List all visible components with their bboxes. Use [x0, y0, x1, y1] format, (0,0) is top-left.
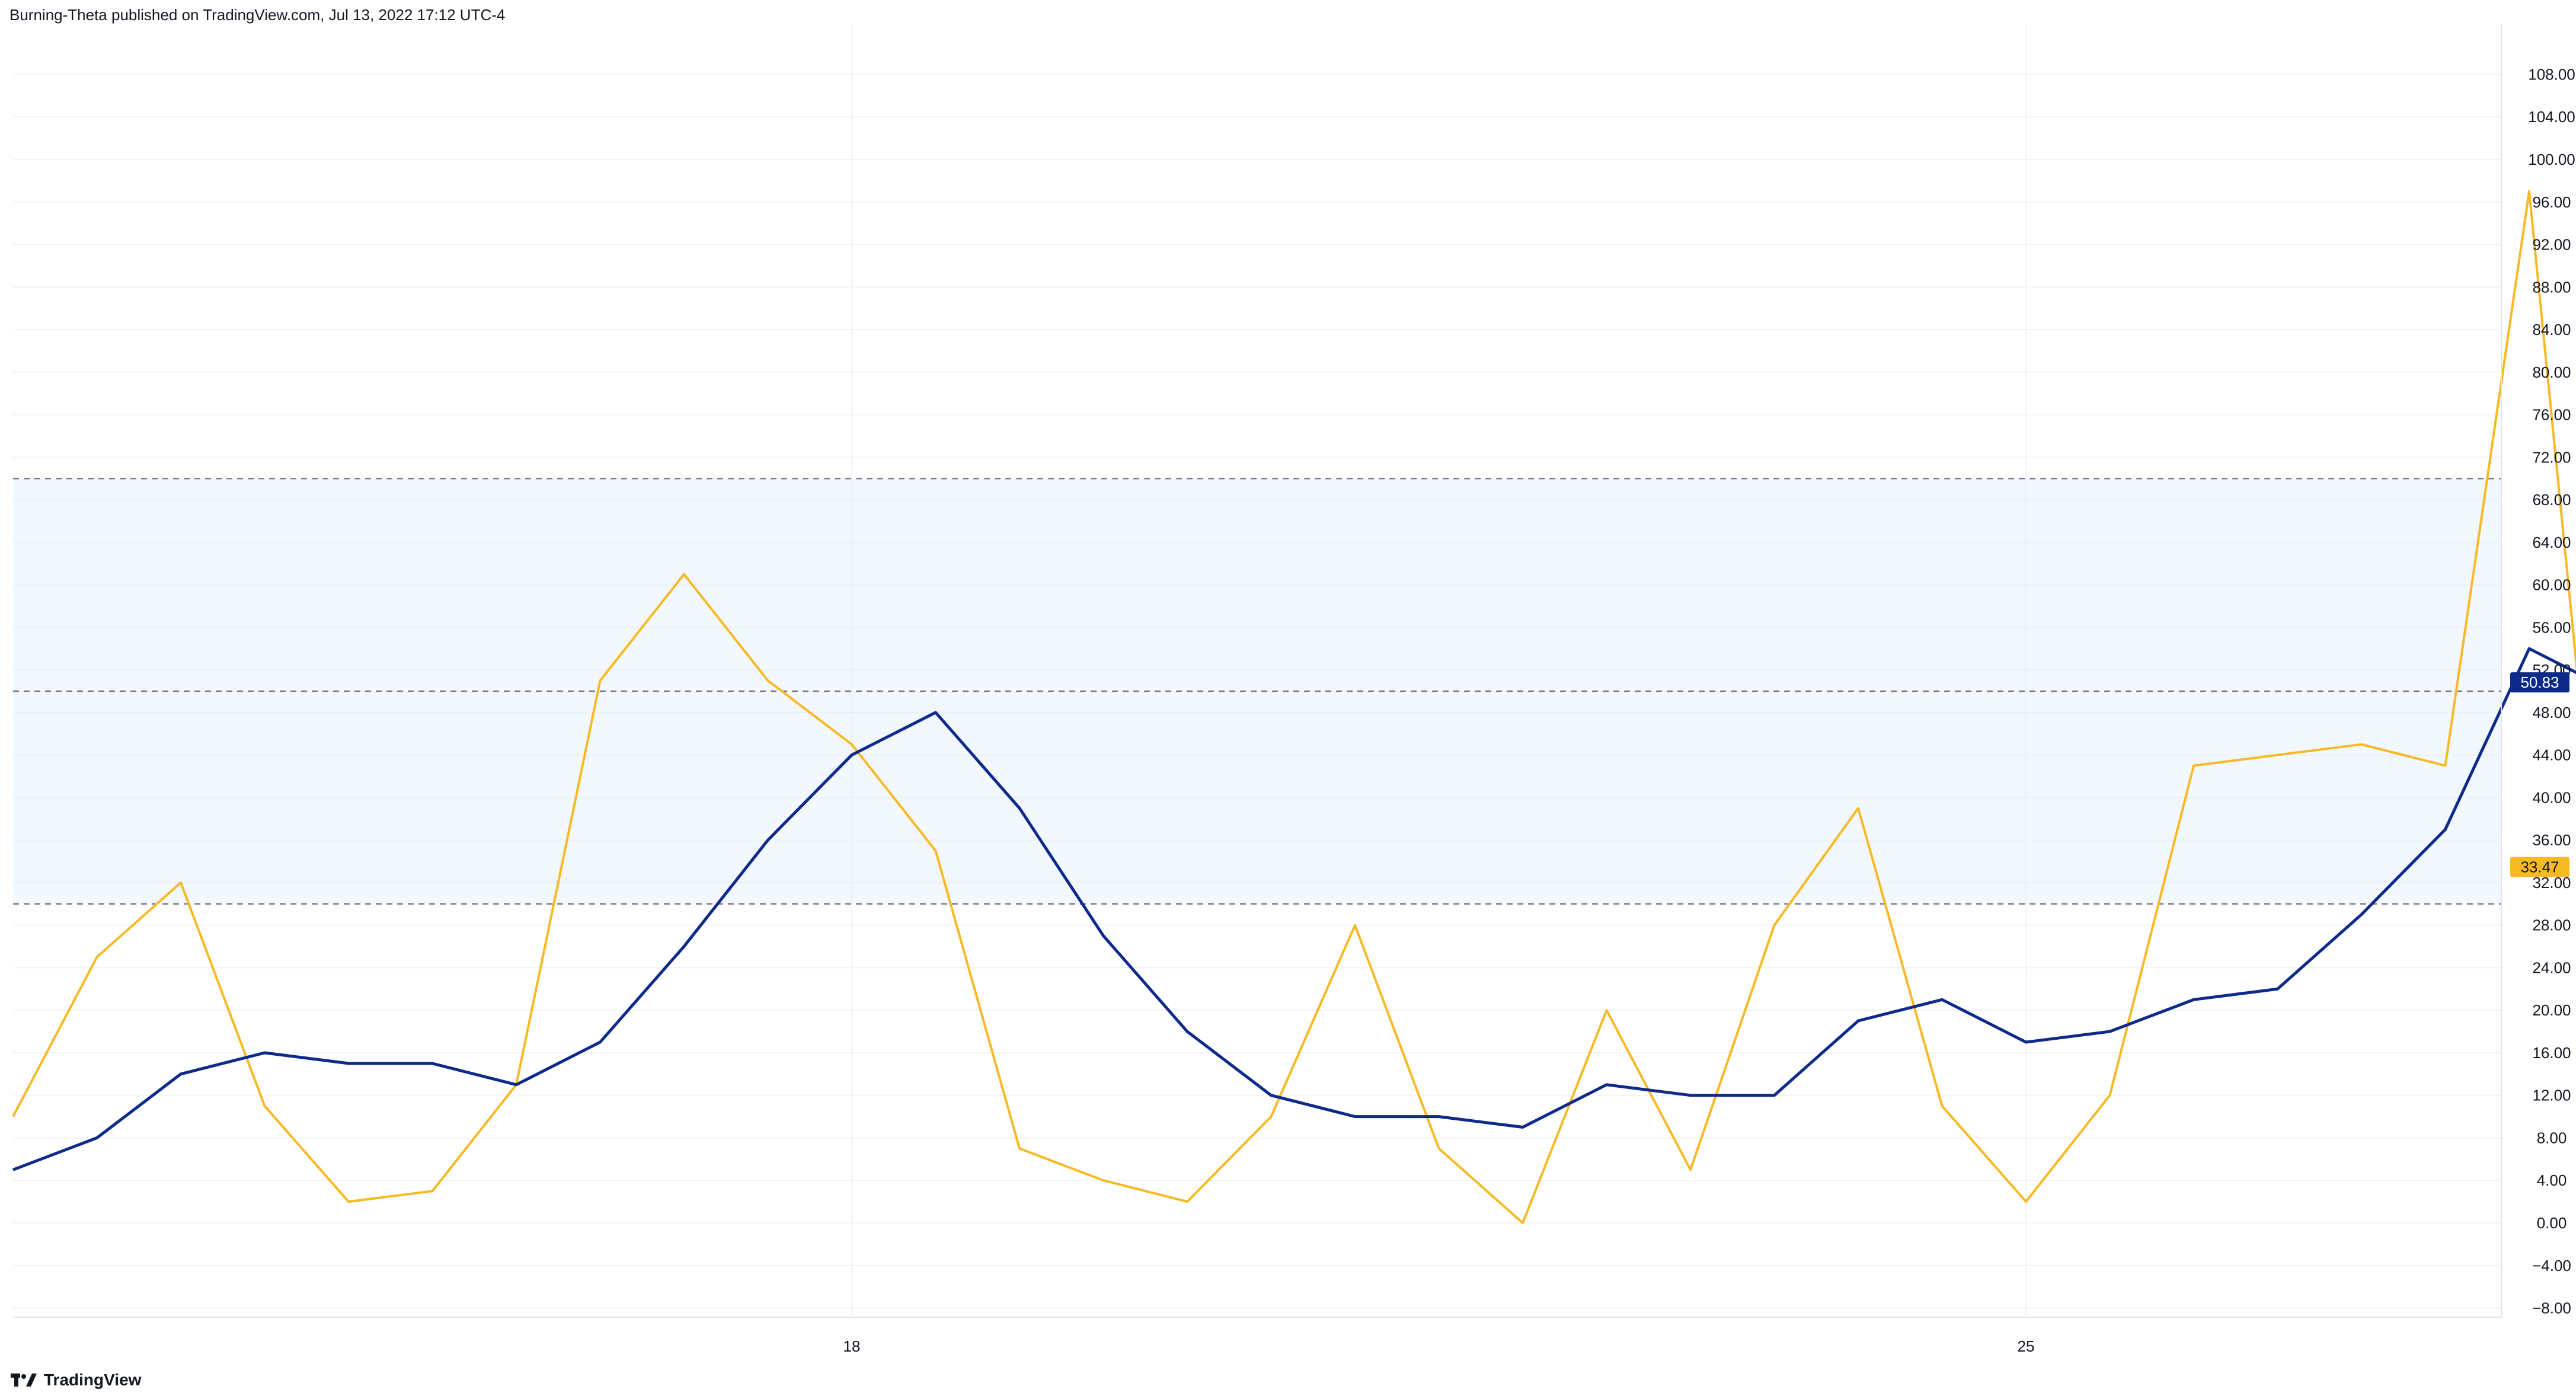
y-tick-label: 0.00	[2537, 1214, 2567, 1232]
y-tick-label: 88.00	[2532, 278, 2571, 296]
y-tick-label: 44.00	[2532, 746, 2571, 764]
y-tick-label: 4.00	[2537, 1171, 2567, 1189]
y-tick-label: 80.00	[2532, 363, 2571, 381]
y-tick-label: 108.00	[2528, 65, 2575, 83]
tradingview-logo[interactable]: TradingView	[11, 1371, 141, 1390]
y-tick-label: 96.00	[2532, 193, 2571, 211]
y-tick-label: 28.00	[2532, 916, 2571, 934]
y-tick-label: −4.00	[2532, 1257, 2571, 1275]
slow-last-value-badge	[2510, 672, 2569, 693]
y-tick-label: 40.00	[2532, 788, 2571, 806]
y-tick-label: 16.00	[2532, 1044, 2571, 1062]
grid	[13, 24, 2501, 1317]
y-tick-label: 36.00	[2532, 831, 2571, 849]
fast-last-value-badge	[2510, 857, 2569, 877]
tradingview-logo-icon	[11, 1374, 37, 1387]
price-axis[interactable]: 108.00 104.00 100.00 96.00 92.00 88.00 84.00 80…	[2528, 65, 2575, 1317]
y-tick-label: 84.00	[2532, 321, 2571, 338]
fast-last-value-label: 33.47	[2520, 858, 2559, 876]
y-tick-label: 20.00	[2532, 1001, 2571, 1019]
time-axis[interactable]: 1825May9162326Jun613162227Jul111825	[843, 1337, 2576, 1355]
last-value-badges: 50.83 33.47	[2510, 672, 2569, 877]
y-tick-label: 48.00	[2532, 704, 2571, 721]
y-tick-label: 60.00	[2532, 576, 2571, 594]
y-tick-label: 104.00	[2528, 108, 2575, 126]
logo-text: TradingView	[44, 1371, 142, 1389]
slow-series-line	[12, 647, 2576, 1171]
x-tick-label: 18	[843, 1337, 861, 1355]
publisher-caption: Burning-Theta published on TradingView.c…	[9, 6, 506, 24]
level-lines	[13, 477, 2501, 905]
series-lines	[12, 190, 2576, 1224]
y-tick-label: 64.00	[2532, 534, 2571, 551]
x-tick-label: 25	[2018, 1337, 2035, 1355]
y-tick-label: 12.00	[2532, 1087, 2571, 1104]
y-tick-label: 100.00	[2528, 151, 2575, 168]
slow-last-value-label: 50.83	[2520, 673, 2559, 691]
y-tick-label: 72.00	[2532, 448, 2571, 466]
y-tick-label: 56.00	[2532, 618, 2571, 636]
y-tick-label: 92.00	[2532, 236, 2571, 254]
fast-series-line	[12, 190, 2576, 1224]
y-tick-label: 68.00	[2532, 491, 2571, 509]
y-tick-label: 8.00	[2537, 1129, 2567, 1146]
y-tick-label: −8.00	[2532, 1299, 2571, 1317]
y-tick-label: 24.00	[2532, 959, 2571, 976]
y-tick-label: 76.00	[2532, 406, 2571, 424]
